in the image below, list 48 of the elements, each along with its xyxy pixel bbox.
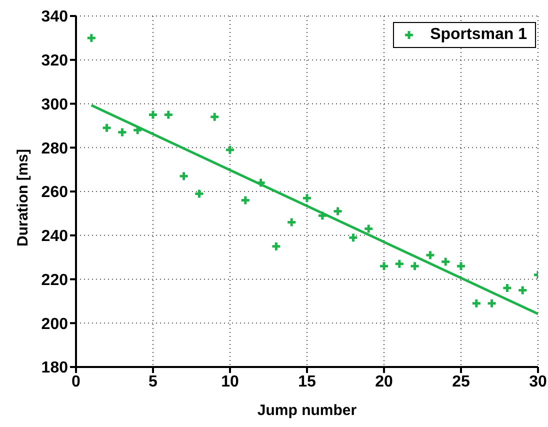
y-axis-title: Duration [ms]: [14, 148, 32, 246]
y-tick-label: 200: [41, 316, 68, 333]
point: [194, 188, 204, 199]
point: [394, 258, 405, 270]
point: [486, 298, 498, 309]
legend-label: Sportsman 1: [430, 26, 527, 44]
point: [424, 250, 436, 260]
point: [471, 298, 482, 309]
point: [378, 260, 390, 272]
point: [286, 216, 297, 228]
point: [102, 122, 112, 134]
x-tick-label: 5: [148, 373, 158, 390]
point: [302, 192, 312, 204]
y-tick-label: 240: [41, 228, 68, 246]
point: [502, 282, 512, 294]
point: [240, 195, 251, 206]
point: [256, 177, 266, 188]
point: [178, 170, 190, 182]
y-tick-label: 320: [41, 52, 68, 70]
y-tick-label: 340: [41, 8, 68, 26]
point: [440, 256, 451, 267]
x-tick-label: 20: [375, 373, 393, 390]
y-tick-label: 300: [41, 96, 68, 114]
y-tick-label: 260: [41, 184, 68, 202]
point: [348, 232, 358, 243]
point: [132, 124, 143, 136]
y-tick-label: 280: [41, 140, 68, 158]
point: [116, 127, 128, 138]
x-tick-label: 25: [452, 373, 470, 390]
x-tick-label: 30: [529, 373, 547, 390]
point: [270, 241, 282, 252]
x-axis-title: Jump number: [257, 402, 357, 419]
y-tick-label: 220: [41, 272, 68, 289]
point: [456, 260, 466, 272]
point: [363, 224, 374, 234]
point: [517, 284, 528, 296]
point: [86, 32, 97, 44]
x-tick-label: 15: [298, 373, 316, 390]
x-tick-label: 0: [72, 373, 81, 390]
point: [148, 109, 158, 120]
point: [317, 210, 328, 221]
y-tick-label: 180: [41, 360, 68, 377]
point: [163, 109, 174, 120]
point: [209, 112, 220, 122]
point: [410, 260, 420, 272]
point: [224, 144, 236, 156]
x-tick-label: 10: [221, 373, 239, 390]
point: [332, 206, 344, 216]
